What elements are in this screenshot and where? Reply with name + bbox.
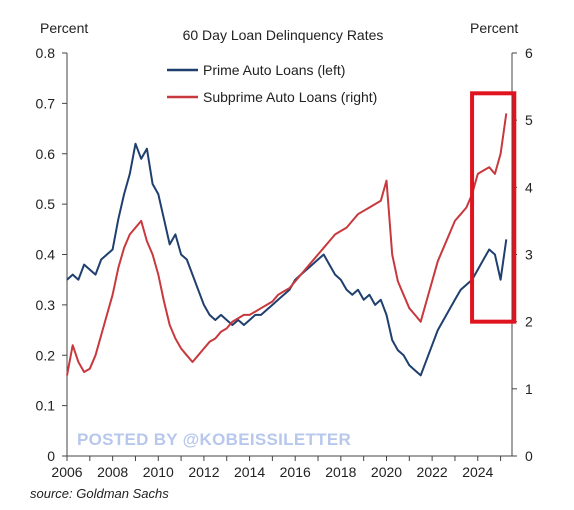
y-left-tick-label: 0.6 xyxy=(36,146,56,162)
source-note: source: Goldman Sachs xyxy=(30,486,169,501)
x-tick-label: 2008 xyxy=(97,464,128,480)
x-tick-label: 2018 xyxy=(325,464,356,480)
y-left-tick-label: 0.8 xyxy=(36,45,56,61)
highlight-box xyxy=(470,91,517,324)
y-left-tick-label: 0.1 xyxy=(36,398,56,414)
legend: Prime Auto Loans (left) Subprime Auto Loa… xyxy=(167,62,377,105)
highlight-layer xyxy=(470,91,517,324)
y-left-tick-label: 0 xyxy=(47,448,55,464)
axes xyxy=(62,52,517,461)
y-left-tick-label: 0.5 xyxy=(36,196,56,212)
y-left-tick-label: 0.4 xyxy=(36,247,56,263)
y-left-tick-label: 0.7 xyxy=(36,95,56,111)
y-right-tick-label: 6 xyxy=(525,45,533,61)
y-left-unit-label: Percent xyxy=(40,20,88,36)
subprime-series-line xyxy=(66,113,508,376)
y-right-tick-label: 3 xyxy=(525,247,533,263)
x-tick-label: 2006 xyxy=(51,464,82,480)
x-tick-label: 2012 xyxy=(188,464,219,480)
y-left-tick-label: 0.2 xyxy=(36,347,56,363)
x-tick-label: 2020 xyxy=(371,464,402,480)
legend-label-subprime: Subprime Auto Loans (right) xyxy=(203,89,377,105)
x-tick-label: 2016 xyxy=(280,464,311,480)
y-left-tick-label: 0.3 xyxy=(36,297,56,313)
x-tick-label: 2014 xyxy=(234,464,265,480)
chart-title: 60 Day Loan Delinquency Rates xyxy=(183,27,384,43)
x-tick-label: 2022 xyxy=(417,464,448,480)
y-right-unit-label: Percent xyxy=(470,20,518,36)
legend-label-prime: Prime Auto Loans (left) xyxy=(203,62,345,78)
x-tick-label: 2024 xyxy=(462,464,493,480)
y-right-tick-label: 4 xyxy=(525,179,533,195)
y-right-tick-label: 1 xyxy=(525,381,533,397)
y-right-tick-label: 2 xyxy=(525,314,533,330)
series-layer xyxy=(66,113,508,377)
tick-labels: 0 0.1 0.2 0.3 0.4 0.5 0.6 0.7 0.8 0 1 2 3 4 5 6 2006 2008… xyxy=(36,45,533,480)
prime-series-line xyxy=(66,142,508,377)
y-right-tick-label: 0 xyxy=(525,448,533,464)
x-tick-label: 2010 xyxy=(143,464,174,480)
watermark-text: POSTED BY @KOBEISSILETTER xyxy=(77,430,351,449)
y-right-tick-label: 5 xyxy=(525,112,533,128)
